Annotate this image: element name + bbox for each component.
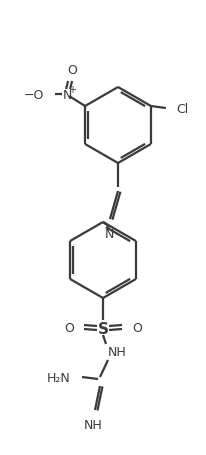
Text: −O: −O <box>24 88 44 101</box>
Text: O: O <box>67 64 77 77</box>
Text: O: O <box>64 321 74 334</box>
Text: S: S <box>97 321 109 336</box>
Text: +: + <box>68 85 76 95</box>
Text: Cl: Cl <box>176 102 188 115</box>
Text: NH: NH <box>84 418 102 431</box>
Text: NH: NH <box>108 346 127 359</box>
Text: O: O <box>132 321 142 334</box>
Text: H₂N: H₂N <box>46 371 70 384</box>
Text: N: N <box>62 88 72 101</box>
Text: N: N <box>104 228 114 241</box>
